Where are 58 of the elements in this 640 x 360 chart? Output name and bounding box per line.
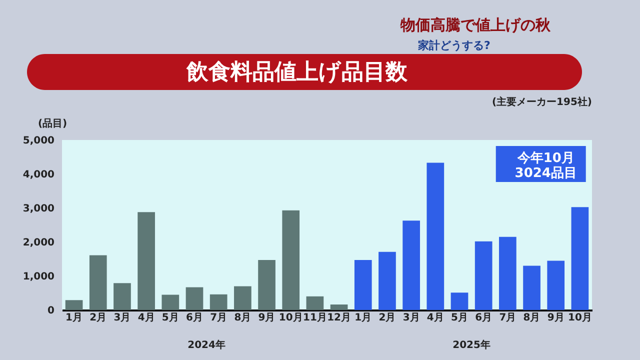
x-tick-label: 5月 — [162, 312, 179, 324]
y-tick-label: 1,000 — [22, 272, 55, 282]
x-tick-label: 4月 — [426, 312, 444, 324]
bar — [330, 304, 348, 310]
x-tick-label: 10月 — [278, 312, 303, 324]
x-tick-label: 8月 — [234, 312, 252, 324]
chart-title: 飲食料品値上げ品目数 — [186, 60, 408, 85]
x-tick-label: 6月 — [186, 312, 203, 324]
y-axis-title: (品目) — [38, 118, 68, 130]
bar — [162, 294, 180, 310]
bar — [282, 210, 300, 310]
x-tick-label: 5月 — [451, 312, 468, 324]
x-tick-label: 7月 — [210, 312, 228, 324]
bar — [547, 260, 565, 310]
x-tick-label: 7月 — [499, 312, 516, 324]
x-tick-label: 3月 — [114, 312, 131, 324]
annotation: 今年10月 3024品目 — [514, 151, 577, 181]
bar — [571, 207, 589, 310]
x-tick-label: 3月 — [402, 312, 420, 324]
bar — [210, 294, 228, 310]
bar — [426, 162, 444, 310]
x-tick-label: 9月 — [258, 312, 276, 324]
x-tick-label: 2月 — [378, 312, 396, 324]
bar — [65, 300, 83, 310]
y-tick-label: 4,000 — [22, 170, 55, 180]
bar — [114, 283, 131, 310]
x-tick-label: 1月 — [354, 312, 372, 324]
y-tick-label: 3,000 — [22, 204, 55, 214]
bar — [402, 220, 420, 310]
text: 家計どうする? — [417, 39, 490, 52]
bar — [499, 236, 516, 310]
y-tick-label: 2,000 — [22, 238, 55, 248]
bar — [378, 252, 396, 310]
x-tick-label: 8月 — [523, 312, 540, 324]
bar — [138, 212, 155, 310]
x-tick-label: 4月 — [138, 312, 155, 324]
x-tick-label: 10月 — [568, 312, 592, 324]
text: 2024年 — [188, 339, 226, 351]
text: 2025年 — [452, 339, 490, 351]
bar — [474, 241, 492, 310]
bar — [186, 287, 204, 310]
y-tick-label: 0 — [48, 306, 55, 316]
x-tick-label: 9月 — [547, 312, 564, 324]
x-tick-label: 2月 — [90, 312, 107, 324]
chart-subtitle: (主要メーカー195社) — [492, 96, 592, 108]
bar — [258, 260, 276, 310]
x-tick-label: 11月 — [302, 312, 327, 324]
x-tick-label: 12月 — [327, 312, 352, 324]
text: 物価高騰で値上げの秋 — [399, 16, 552, 34]
y-tick-label: 5,000 — [22, 136, 55, 146]
bar — [523, 266, 540, 310]
bar — [89, 255, 107, 310]
bar — [234, 286, 252, 310]
bar — [450, 292, 468, 310]
bar — [354, 260, 372, 310]
x-tick-label: 1月 — [66, 312, 83, 324]
bar — [306, 296, 324, 310]
x-tick-label: 6月 — [475, 312, 492, 324]
